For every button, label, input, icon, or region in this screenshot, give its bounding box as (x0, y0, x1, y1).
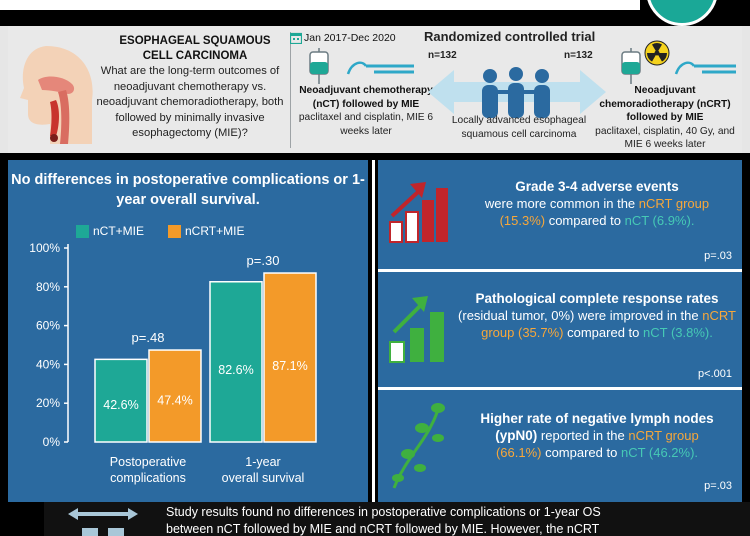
header-divider (290, 32, 291, 148)
card-adverse-line1: were more common in the (484, 196, 639, 211)
bar-chart: 0% 20% 40% 60% 80% 100% 42.6% 47.4% p=.48 Postope… (29, 241, 317, 485)
bar-value-label: 87.1% (272, 359, 307, 373)
card-pcr-p: p<.001 (698, 368, 732, 380)
bar-nct (209, 281, 263, 443)
bar-chart-growth-icon (389, 296, 444, 363)
bar-chart-up-icon (389, 182, 448, 243)
panel-separator (372, 160, 375, 502)
legend-item-nct: nCT+MIE (76, 224, 144, 238)
lymph-node-icon (392, 403, 445, 489)
arm-right-count: n=132 (564, 50, 593, 61)
arm-left-title: Neoadjuvant chemotherapy (nCT) followed … (299, 85, 433, 110)
arm-right-title: Neoadjuvant chemoradiotherapy (nCRT) fol… (599, 85, 731, 123)
card-pcr-mid: compared to (563, 325, 644, 340)
top-white-bar (0, 0, 640, 10)
y-tick-label: 80% (36, 280, 60, 294)
p-value-label: p=.30 (247, 253, 280, 268)
arm-right-detail: paclitaxel, cisplatin, 40 Gy, and MIE 6 … (595, 125, 735, 151)
bar-value-label: 82.6% (218, 363, 253, 377)
card-divider (378, 269, 742, 272)
card-lymph-title: Higher rate of negative lymph nodes (ypN… (480, 411, 714, 443)
card-lymph-line1: reported in the (537, 428, 629, 443)
card-lymph-group: nCRT group (628, 428, 699, 443)
card-pcr-value-nct: nCT (3.8%). (643, 325, 713, 340)
card-lymph-mid: compared to (541, 445, 621, 460)
card-adverse-value-nct: nCT (6.9%). (624, 213, 695, 228)
calendar-icon (290, 32, 302, 44)
card-adverse-events: Grade 3-4 adverse events were more commo… (378, 160, 742, 272)
chart-title: No differences in postoperative complica… (11, 172, 365, 208)
card-lymph-text: Higher rate of negative lymph nodes (ypN… (458, 410, 736, 461)
head-anatomy-icon (20, 46, 93, 144)
card-adverse-title: Grade 3-4 adverse events (515, 179, 679, 194)
card-adverse-p: p=.03 (704, 250, 732, 262)
legend-swatch-ncrt (168, 224, 181, 238)
card-pcr-title: Pathological complete response rates (475, 291, 719, 306)
trial-type: Randomized controlled trial (424, 29, 596, 44)
summary-line1: Study results found no differences in po… (166, 505, 601, 519)
disease-title: ESOPHAGEAL SQUAMOUS CELL CARCINOMA (119, 35, 271, 62)
bar-nct (94, 358, 148, 443)
double-arrow-icon (68, 508, 138, 536)
legend-label-nct: nCT+MIE (93, 224, 145, 238)
card-lymph-p: p=.03 (704, 480, 732, 492)
radiation-icon (644, 40, 670, 66)
arm-right-description: Neoadjuvant chemoradiotherapy (nCRT) fol… (592, 84, 738, 152)
arm-left-detail: paclitaxel and cisplatin, MIE 6 weeks la… (298, 112, 434, 137)
legend-swatch-nct (76, 224, 89, 238)
study-dates: Jan 2017-Dec 2020 (304, 32, 396, 44)
y-tick-label: 40% (36, 357, 60, 371)
card-pcr-text: Pathological complete response rates (re… (458, 290, 736, 341)
patients-group-icon (482, 67, 550, 118)
x-category-label: Postoperative (110, 455, 186, 469)
card-adverse-group: nCRT group (638, 196, 710, 211)
card-pcr: Pathological complete response rates (re… (378, 272, 742, 390)
x-category-label: complications (110, 471, 186, 485)
legend-item-ncrt: nCRT+MIE (168, 224, 244, 238)
card-adverse-value-ncrt: (15.3%) (499, 213, 546, 228)
card-pcr-line1: (residual tumor, 0%) were improved in th… (458, 308, 703, 323)
arm-left-count: n=132 (428, 50, 457, 61)
y-tick-label: 100% (29, 241, 60, 255)
card-lymph-nodes: Higher rate of negative lymph nodes (ypN… (378, 390, 742, 502)
p-value-label: p=.48 (132, 330, 165, 345)
iv-bag-right-icon (621, 48, 641, 84)
y-tick-label: 60% (36, 319, 60, 333)
card-adverse-mid: compared to (545, 213, 625, 228)
legend-label-ncrt: nCRT+MIE (185, 224, 245, 238)
x-category-label: 1-year (245, 455, 280, 469)
population-caption: Locally advanced esophageal squamous cel… (451, 115, 587, 140)
card-lymph-value-ncrt: (66.1%) (495, 445, 542, 460)
summary-text: Study results found no differences in po… (166, 504, 746, 536)
card-adverse-text: Grade 3-4 adverse events were more commo… (458, 178, 736, 229)
card-divider (378, 387, 742, 390)
chart-panel: No differences in postoperative complica… (8, 160, 368, 502)
card-lymph-value-nct: nCT (46.2%). (620, 445, 699, 460)
summary-bar: Study results found no differences in po… (44, 502, 750, 536)
iv-bag-left-icon (309, 48, 329, 84)
bar-ncrt (148, 349, 202, 443)
bar-ncrt (263, 272, 317, 443)
header-panel: ESOPHAGEAL SQUAMOUS CELL CARCINOMA What … (8, 26, 742, 153)
card-pcr-group: nCRT group (35.7%) (481, 308, 736, 340)
bar-value-label: 42.6% (103, 398, 138, 412)
endoscope-left-icon (346, 61, 414, 75)
y-tick-label: 0% (43, 435, 61, 449)
y-tick-label: 20% (36, 396, 60, 410)
endoscope-right-icon (674, 61, 736, 75)
research-question: What are the long-term outcomes of neoad… (96, 65, 284, 139)
arm-left-description: Neoadjuvant chemotherapy (nCT) followed … (286, 84, 446, 138)
summary-line2: between nCT followed by MIE and nCRT fol… (166, 522, 600, 536)
x-category-label: overall survival (222, 471, 305, 485)
bar-value-label: 47.4% (157, 394, 192, 408)
